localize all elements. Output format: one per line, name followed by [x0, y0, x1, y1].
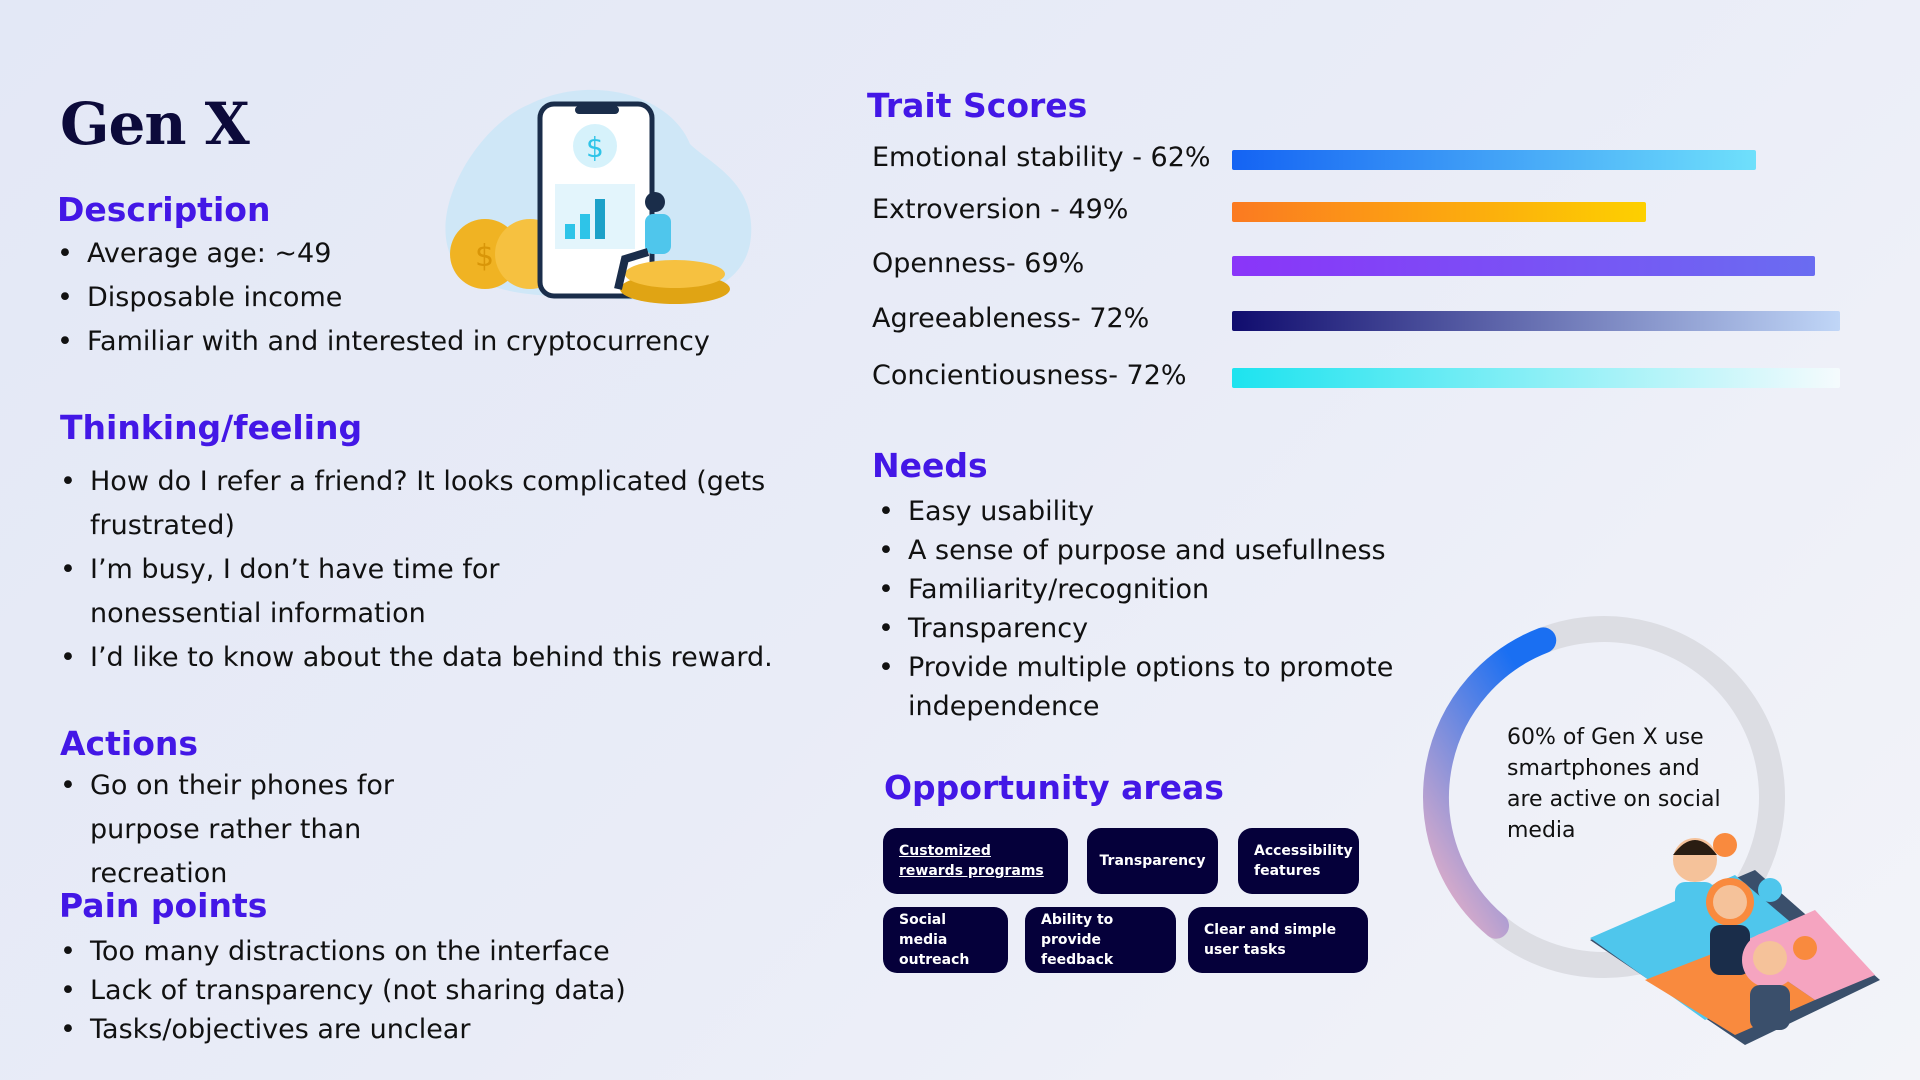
list-item: Too many distractions on the interface — [60, 932, 780, 971]
ring-track — [1487, 616, 1785, 978]
actions-heading: Actions — [60, 724, 198, 763]
list-item: Transparency — [878, 609, 1438, 648]
trait-bar — [1232, 311, 1840, 331]
people-social-illustration — [1590, 833, 1880, 1045]
chip-feedback[interactable]: Ability to provide feedback — [1025, 907, 1176, 973]
list-item: How do I refer a friend? It looks compli… — [60, 460, 800, 548]
actions-list: Go on their phones for purpose rather th… — [60, 764, 460, 896]
list-item: A sense of purpose and usefullness — [878, 531, 1438, 570]
list-item: Tasks/objectives are unclear — [60, 1010, 780, 1049]
description-list: Average age: ~49 Disposable income Famil… — [57, 232, 777, 364]
stat-ring — [1423, 616, 1785, 978]
chip-transparency[interactable]: Transparency — [1087, 828, 1218, 894]
trait-bar — [1232, 150, 1756, 170]
trait-scores-heading: Trait Scores — [867, 86, 1088, 125]
description-heading: Description — [57, 190, 271, 229]
list-item: I’m busy, I don’t have time for nonessen… — [60, 548, 800, 636]
pain-points-heading: Pain points — [59, 886, 268, 925]
chip-customized-rewards[interactable]: Customized rewards programs — [883, 828, 1068, 894]
thinking-heading: Thinking/feeling — [60, 408, 363, 447]
list-item: Familiarity/recognition — [878, 570, 1438, 609]
list-item: Provide multiple options to promote inde… — [878, 648, 1438, 726]
list-item: Lack of transparency (not sharing data) — [60, 971, 780, 1010]
thinking-list: How do I refer a friend? It looks compli… — [60, 460, 800, 680]
trait-label: Openness- 69% — [872, 248, 1085, 279]
chip-simple-tasks[interactable]: Clear and simple user tasks — [1188, 907, 1368, 973]
needs-heading: Needs — [872, 446, 988, 485]
trait-label: Emotional stability - 62% — [872, 142, 1211, 173]
list-item: Easy usability — [878, 492, 1438, 531]
stat-text: 60% of Gen X use smartphones and are act… — [1507, 725, 1721, 843]
trait-label: Agreeableness- 72% — [872, 303, 1150, 334]
page-title: Gen X — [60, 90, 250, 158]
trait-label: Extroversion - 49% — [872, 194, 1129, 225]
list-item: Average age: ~49 — [57, 232, 777, 276]
needs-list: Easy usability A sense of purpose and us… — [878, 492, 1438, 726]
ring-progress — [1423, 627, 1557, 939]
chip-social-media[interactable]: Social media outreach — [883, 907, 1008, 973]
svg-text:$: $ — [586, 131, 604, 164]
list-item: Familiar with and interested in cryptocu… — [57, 320, 777, 364]
list-item: Disposable income — [57, 276, 777, 320]
list-item: Go on their phones for purpose rather th… — [60, 764, 460, 896]
trait-bar — [1232, 202, 1646, 222]
opportunity-heading: Opportunity areas — [884, 768, 1224, 807]
list-item: I’d like to know about the data behind t… — [60, 636, 800, 680]
chip-accessibility[interactable]: Accessibility features — [1238, 828, 1359, 894]
trait-label: Concientiousness- 72% — [872, 360, 1187, 391]
pain-points-list: Too many distractions on the interface L… — [60, 932, 780, 1049]
trait-bar — [1232, 368, 1840, 388]
trait-bar — [1232, 256, 1815, 276]
